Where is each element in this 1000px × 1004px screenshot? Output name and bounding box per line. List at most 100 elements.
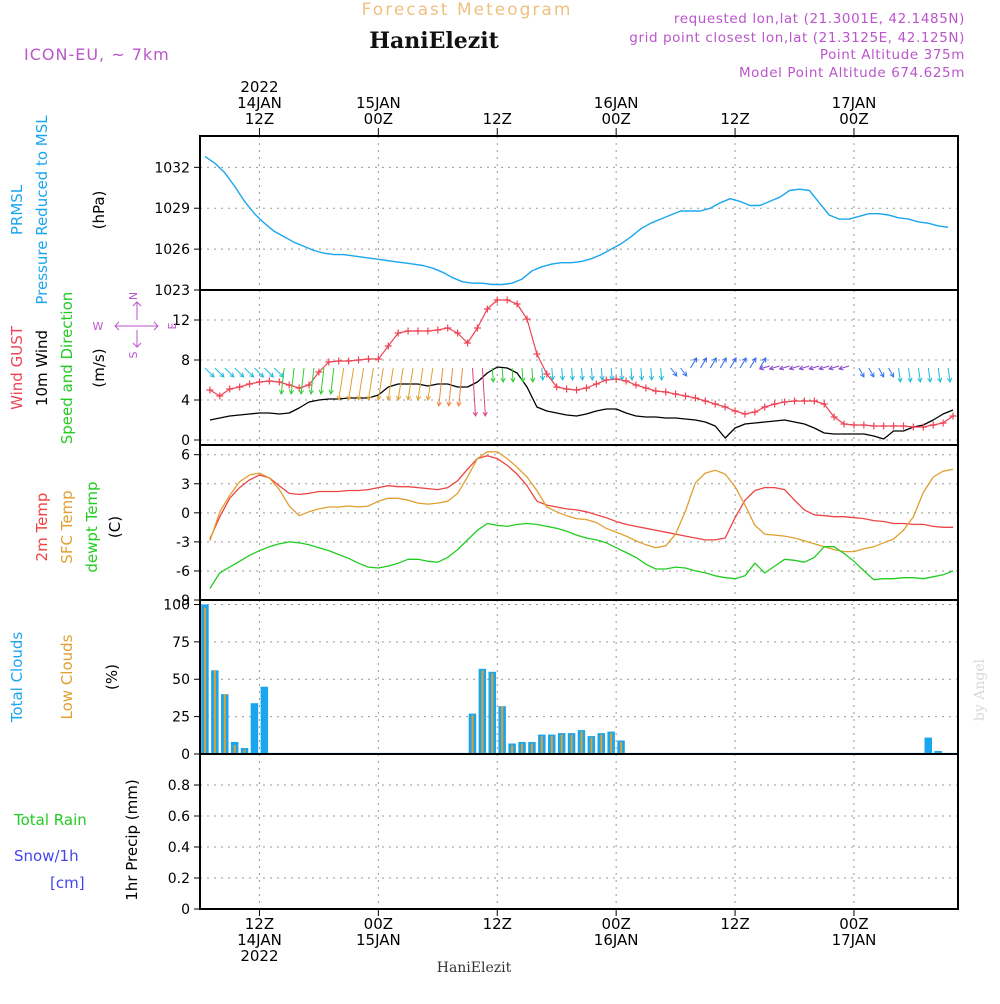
precip-axis-label: 1hr Precip (mm) bbox=[123, 779, 141, 900]
low-clouds-bar bbox=[204, 607, 206, 754]
wind-direction-arrow bbox=[768, 365, 780, 371]
low-clouds-bar bbox=[620, 742, 623, 754]
wind-direction-arrow bbox=[579, 367, 585, 382]
wind-direction-arrow bbox=[758, 365, 770, 371]
x-tick-label-bottom: 15JAN bbox=[356, 931, 401, 949]
low-clouds-bar bbox=[580, 731, 583, 754]
wind-direction-arrow bbox=[244, 367, 255, 378]
pressure-axis-label: PRMSL bbox=[8, 184, 26, 235]
footer-location: HaniElezit bbox=[437, 960, 512, 976]
gust-marker bbox=[553, 383, 561, 391]
wind-direction-arrow bbox=[328, 367, 335, 396]
wind-direction-arrow bbox=[680, 367, 688, 377]
y-tick-label: 4 bbox=[181, 393, 190, 409]
gust-marker bbox=[840, 420, 848, 428]
wind-direction-arrow bbox=[619, 367, 625, 382]
wind-direction-arrow bbox=[739, 357, 747, 369]
gust-marker bbox=[305, 381, 313, 389]
wind-direction-arrow bbox=[446, 367, 454, 408]
x-tick-label-top: 12Z bbox=[483, 110, 512, 128]
wind-direction-arrow bbox=[415, 367, 424, 402]
point-altitude: Point Altitude 375m bbox=[820, 47, 965, 63]
wind-direction-arrow bbox=[690, 357, 698, 369]
gust-marker bbox=[731, 407, 739, 415]
y-tick-label: 6 bbox=[181, 448, 190, 464]
wind-direction-arrow bbox=[481, 367, 488, 418]
gust-marker bbox=[761, 403, 769, 411]
gust-marker bbox=[394, 329, 402, 337]
low-clouds-bar bbox=[511, 745, 514, 754]
gust-marker bbox=[929, 421, 937, 429]
y-tick-label: 0.6 bbox=[168, 809, 190, 825]
y-tick-label: 0 bbox=[181, 747, 190, 763]
temp-axis-label: 2m Temp bbox=[33, 493, 51, 562]
wind-gust-line bbox=[209, 299, 954, 428]
panel-frame bbox=[199, 753, 959, 910]
low-clouds-bar bbox=[501, 706, 504, 754]
wind-direction-arrow bbox=[878, 367, 885, 378]
low-clouds-bar bbox=[530, 743, 533, 754]
gust-marker bbox=[216, 392, 224, 400]
y-tick-label: 50 bbox=[172, 672, 190, 688]
frames-layer bbox=[199, 135, 959, 910]
x-tick-label-bottom: 16JAN bbox=[594, 931, 639, 949]
gust-marker bbox=[691, 394, 699, 402]
low-clouds-bar bbox=[521, 743, 523, 754]
requested-coords: requested lon,lat (21.3001E, 42.1485N) bbox=[674, 11, 965, 27]
low-clouds-bar bbox=[481, 670, 484, 754]
wind-direction-arrow bbox=[510, 367, 516, 384]
location-name: HaniElezit bbox=[369, 28, 499, 54]
gust-marker bbox=[543, 370, 551, 378]
gust-marker bbox=[860, 421, 868, 429]
gust-marker bbox=[355, 356, 363, 364]
gust-marker bbox=[949, 412, 957, 420]
gust-marker bbox=[781, 398, 789, 406]
gust-marker bbox=[434, 326, 442, 334]
gust-marker bbox=[751, 408, 759, 416]
gust-marker bbox=[325, 358, 333, 366]
low-clouds-bar bbox=[610, 733, 613, 754]
wind-direction-arrow bbox=[709, 357, 717, 369]
wind-direction-arrow bbox=[788, 365, 800, 371]
data-layer bbox=[200, 155, 958, 754]
gust-marker bbox=[820, 400, 828, 408]
y-tick-label: 1023 bbox=[154, 283, 190, 299]
wind-direction-arrow bbox=[937, 367, 943, 384]
wind-direction-arrow bbox=[214, 367, 225, 378]
wind-direction-arrow bbox=[670, 367, 678, 377]
low-clouds-bar bbox=[491, 673, 494, 754]
gust-marker bbox=[652, 387, 660, 395]
x-tick-label-bottom: 00Z bbox=[839, 915, 868, 933]
y-tick-label: 1032 bbox=[154, 160, 190, 176]
x-tick-label-top: 00Z bbox=[364, 110, 393, 128]
gust-marker bbox=[592, 380, 600, 388]
wind-direction-arrow bbox=[520, 367, 526, 384]
labels-layer: PRMSL Pressure Reduced to MSL (hPa) Wind GU… bbox=[8, 115, 179, 901]
y-tick-label: 12 bbox=[172, 313, 190, 329]
x-tick-label-bottom: 17JAN bbox=[832, 931, 877, 949]
gust-marker bbox=[721, 403, 729, 411]
wind-direction-arrow bbox=[539, 367, 546, 382]
low-clouds-bar bbox=[471, 715, 474, 754]
gust-marker bbox=[909, 423, 917, 431]
low-clouds-bar bbox=[560, 734, 563, 754]
gust-marker bbox=[444, 324, 452, 332]
x-tick-label-top: 12Z bbox=[245, 110, 274, 128]
x-tick-label-top: 15JAN bbox=[356, 94, 401, 112]
temp-2m-line bbox=[209, 455, 953, 541]
gust-marker bbox=[473, 324, 481, 332]
wind-direction-arrow bbox=[648, 367, 655, 382]
wind-axis-label: Wind GUST bbox=[8, 325, 26, 410]
y-tick-label: 8 bbox=[181, 353, 190, 369]
y-tick-label: -6 bbox=[176, 564, 190, 580]
temp-dewpt-line bbox=[209, 522, 954, 589]
x-tick-label-top: 2022 bbox=[240, 78, 278, 96]
wind-direction-arrow bbox=[254, 367, 265, 378]
prmsl-line bbox=[204, 155, 949, 286]
wind-direction-arrow bbox=[589, 367, 595, 382]
wind-direction-arrow bbox=[798, 365, 810, 371]
wind-direction-arrow bbox=[308, 367, 315, 396]
rain-legend: Total Rain bbox=[13, 811, 87, 829]
wind-axis-label: Speed and Direction bbox=[58, 292, 76, 445]
wind-direction-arrow bbox=[366, 367, 374, 402]
